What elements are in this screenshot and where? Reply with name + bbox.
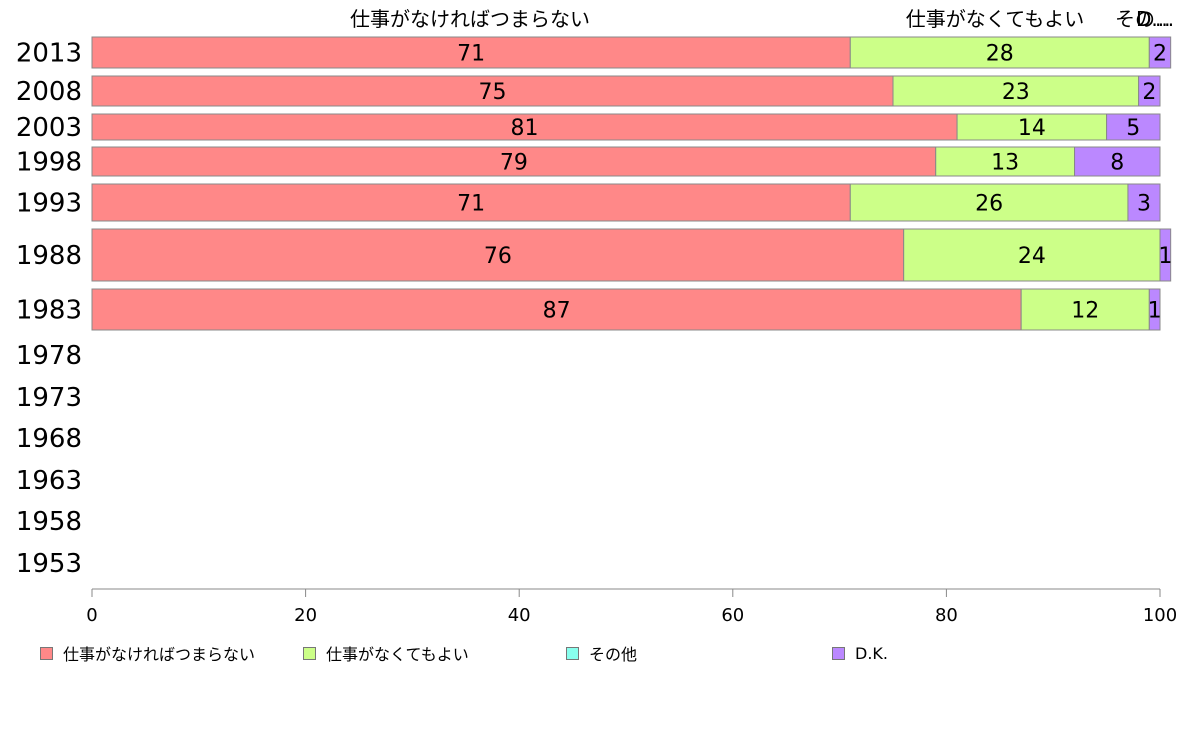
bar-segment [1106, 113, 1161, 141]
legend-swatch [566, 646, 579, 660]
year-label: 1963 [16, 466, 82, 496]
data-label: 71 [457, 42, 485, 67]
data-label: 24 [1018, 244, 1046, 269]
top-label-series-4: D... [1136, 7, 1170, 31]
bar-area: 71 28 275 23 281 14 579 13 871 26 376 24 187 12 1 [91, 36, 1172, 331]
bar-segment [1138, 75, 1161, 107]
data-label: 71 [457, 192, 485, 217]
bar-segment [91, 146, 937, 177]
year-label: 1988 [16, 241, 82, 271]
bar-segment [1127, 183, 1161, 222]
year-label: 1993 [16, 189, 82, 219]
bar-segment [1148, 36, 1172, 69]
bar-segment [903, 228, 1161, 282]
bar-segment [91, 36, 851, 69]
data-label: 2 [1142, 80, 1156, 105]
x-tick-label: 40 [508, 605, 531, 626]
legend-item: 仕事がなくてもよい [303, 641, 469, 665]
legend-item: 仕事がなければつまらない [40, 641, 255, 665]
top-label-series-1: 仕事がなければつまらない [350, 7, 590, 31]
bar-segment [935, 146, 1076, 177]
year-label: 1998 [16, 148, 82, 178]
data-label: 5 [1126, 116, 1140, 141]
x-tick-label: 80 [935, 605, 958, 626]
year-label: 1958 [16, 507, 82, 537]
stacked-bar-chart: 仕事がなければつまらない 仕事がなくてもよい その...D... 71 28 275 23… [16, 7, 1177, 626]
year-labels: 2013 2008 2003 1998 1993 1988 1983 1978 1973 1968… [16, 39, 82, 580]
data-label: 2 [1153, 42, 1167, 67]
bar-segment [91, 288, 1022, 331]
data-label: 81 [511, 116, 539, 141]
legend-swatch [40, 646, 53, 660]
year-label: 2013 [16, 39, 82, 69]
year-label: 1978 [16, 341, 82, 371]
bar-segment [892, 75, 1140, 107]
x-tick-label: 20 [294, 605, 317, 626]
data-label: 76 [484, 244, 512, 269]
x-axis: 0 20 40 60 80 100 [86, 588, 1177, 626]
data-label: 87 [543, 299, 571, 324]
legend-swatch [303, 646, 316, 660]
top-series-labels: 仕事がなければつまらない 仕事がなくてもよい その...D... [350, 7, 1174, 31]
year-label: 1953 [16, 549, 82, 579]
data-label: 26 [975, 192, 1003, 217]
x-tick-label: 100 [1143, 605, 1177, 626]
year-label: 2008 [16, 77, 82, 107]
bar-segment [1074, 146, 1161, 177]
data-label: 23 [1002, 80, 1030, 105]
data-label: 79 [500, 151, 528, 176]
bar-segment [91, 113, 958, 141]
bar-segment [956, 113, 1108, 141]
data-label: 1 [1158, 244, 1172, 269]
legend-swatch [832, 646, 845, 660]
x-tick-label: 0 [86, 605, 97, 626]
legend-label: 仕事がなければつまらない [63, 645, 256, 664]
legend: 仕事がなければつまらない 仕事がなくてもよい その他 D.K. [40, 641, 1160, 665]
legend-label: その他 [589, 645, 638, 664]
data-label: 1 [1148, 299, 1162, 324]
bar-segment [91, 183, 851, 222]
top-label-series-3: その... [1115, 7, 1174, 31]
year-label: 1973 [16, 383, 82, 413]
year-label: 2003 [16, 113, 82, 143]
year-label: 1968 [16, 424, 82, 454]
top-label-series-2: 仕事がなくてもよい [906, 7, 1084, 31]
year-label: 1983 [16, 296, 82, 326]
data-label: 12 [1071, 299, 1099, 324]
legend-label: D.K. [855, 643, 888, 663]
legend-label: 仕事がなくてもよい [326, 645, 469, 664]
legend-item: その他 [566, 641, 637, 665]
data-label: 14 [1018, 116, 1046, 141]
legend-item: D.K. [832, 641, 888, 665]
data-label: 3 [1137, 192, 1151, 217]
bar-segment [91, 228, 905, 282]
bar-segment [1148, 288, 1161, 331]
bar-segment [1159, 228, 1172, 282]
data-label: 75 [479, 80, 507, 105]
data-label: 13 [991, 151, 1019, 176]
data-label: 28 [986, 42, 1014, 67]
bar-segment [849, 36, 1150, 69]
x-tick-label: 60 [721, 605, 744, 626]
data-label: 8 [1110, 151, 1124, 176]
